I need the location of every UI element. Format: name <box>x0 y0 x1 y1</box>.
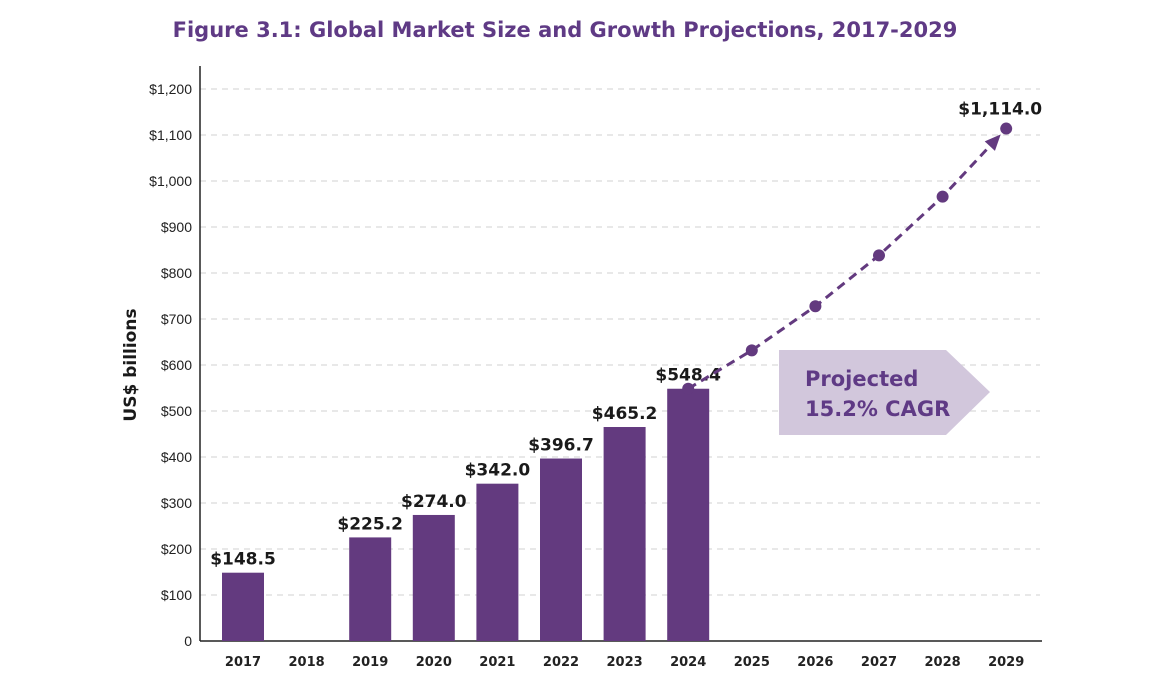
bar-2020 <box>412 514 455 641</box>
x-tick-label: 2021 <box>479 655 515 670</box>
bar-2017 <box>222 572 264 641</box>
y-tick-label: $900 <box>161 219 192 235</box>
x-tick-label: 2018 <box>289 655 325 670</box>
bar-2022 <box>540 458 582 641</box>
x-tick-label: 2017 <box>225 655 261 670</box>
chart-title: Figure 3.1: Global Market Size and Growt… <box>172 18 958 42</box>
y-tick-label: $400 <box>161 449 192 465</box>
x-tick-label: 2027 <box>861 655 897 670</box>
data-label-2029: $1,114.0 <box>958 100 1042 120</box>
data-label-2017: $148.5 <box>210 550 276 570</box>
y-tick-label: $500 <box>161 403 192 419</box>
y-tick-label: $600 <box>161 357 192 373</box>
data-label-2020: $274.0 <box>401 492 467 512</box>
x-tick-label: 2022 <box>543 655 579 670</box>
bar-2024 <box>667 388 710 641</box>
data-label-2022: $396.7 <box>528 436 594 456</box>
y-axis-label: US$ billions <box>121 308 141 421</box>
x-tick-label: 2020 <box>416 655 452 670</box>
data-label-2024: $548.4 <box>655 366 721 386</box>
y-tick-label: $300 <box>161 495 192 511</box>
data-label-2019: $225.2 <box>337 514 403 534</box>
x-tick-label: 2029 <box>988 655 1024 670</box>
projection-point-2025 <box>745 344 758 357</box>
projection-point-2028 <box>936 190 949 203</box>
x-tick-label: 2025 <box>734 655 770 670</box>
arrowhead-icon <box>984 134 1001 151</box>
projection-point-2027 <box>873 249 885 262</box>
data-label-2021: $342.0 <box>465 461 531 481</box>
cagr-callout <box>779 350 990 435</box>
projection-point-2026 <box>809 300 822 313</box>
projection-point-2024 <box>682 382 695 395</box>
y-tick-label: $1,100 <box>149 127 192 143</box>
projection-point-2029 <box>1000 122 1013 135</box>
y-tick-label: $100 <box>161 587 192 603</box>
bar-2019 <box>349 537 392 641</box>
bar-2023 <box>603 427 646 641</box>
y-tick-label: 0 <box>184 633 192 649</box>
x-tick-label: 2023 <box>607 655 643 670</box>
bar-2021 <box>476 483 519 641</box>
y-tick-label: $700 <box>161 311 192 327</box>
y-tick-label: $1,200 <box>149 81 192 97</box>
x-tick-label: 2024 <box>670 655 706 670</box>
data-label-2023: $465.2 <box>592 404 658 424</box>
x-tick-label: 2026 <box>797 655 833 670</box>
callout-line2: 15.2% CAGR <box>805 397 950 421</box>
callout-line1: Projected <box>805 367 918 391</box>
y-tick-label: $1,000 <box>149 173 192 189</box>
y-tick-label: $800 <box>161 265 192 281</box>
x-tick-label: 2019 <box>352 655 388 670</box>
x-tick-label: 2028 <box>925 655 961 670</box>
y-tick-label: $200 <box>161 541 192 557</box>
projection-line <box>687 139 997 391</box>
